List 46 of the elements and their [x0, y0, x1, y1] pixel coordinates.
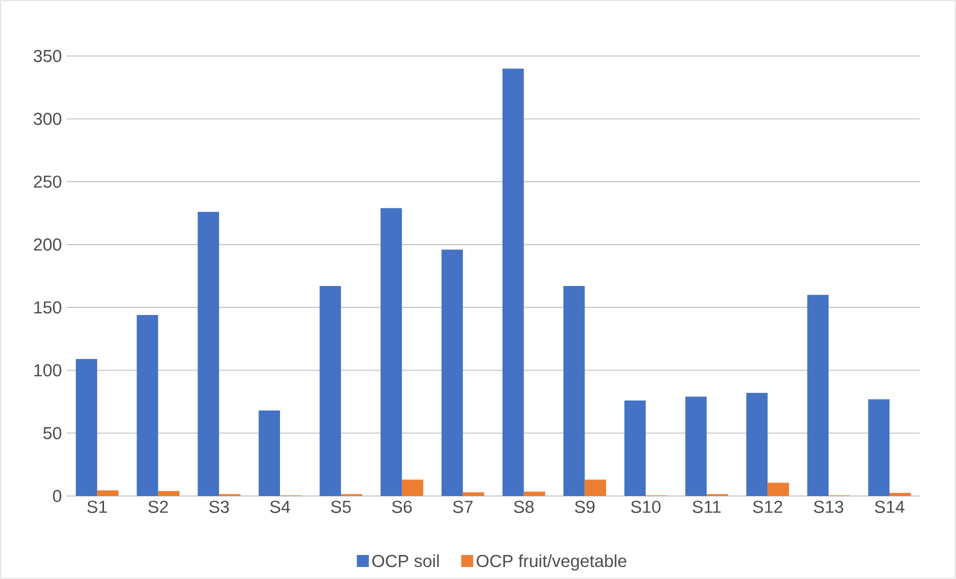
- bar: [890, 493, 911, 496]
- x-tick-label: S10: [631, 500, 660, 514]
- bar: [402, 480, 424, 496]
- bar: [624, 400, 646, 496]
- x-tick-label: S11: [692, 500, 721, 514]
- y-tick-label: 150: [34, 301, 62, 314]
- bar: [563, 286, 585, 496]
- bar: [158, 491, 180, 496]
- x-tick-label: S14: [874, 500, 904, 514]
- bar: [524, 492, 546, 496]
- bar: [685, 396, 707, 496]
- bar: [807, 295, 829, 496]
- bar: [868, 399, 890, 496]
- bar: [462, 492, 484, 496]
- y-tick-label: 250: [34, 176, 62, 188]
- bar: [320, 286, 341, 496]
- bar: [136, 315, 158, 496]
- x-tick-label: S6: [392, 500, 412, 514]
- x-tick-label: S8: [514, 500, 534, 514]
- bar: [746, 393, 768, 496]
- x-tick-label: S5: [331, 500, 351, 514]
- bar: [584, 480, 606, 496]
- legend-label: OCP fruit/vegetable: [476, 554, 626, 571]
- x-tick-label: S12: [752, 500, 782, 514]
- x-tick-label: S9: [574, 500, 595, 514]
- y-tick-label: 100: [34, 364, 62, 377]
- y-tick-label: 200: [34, 238, 62, 251]
- bar: [76, 359, 98, 496]
- bar: [768, 482, 789, 496]
- x-tick-label: S4: [270, 500, 290, 514]
- y-tick-label: 350: [34, 50, 62, 62]
- x-tick-label: S7: [453, 500, 473, 514]
- bar: [380, 208, 402, 496]
- legend-label: OCP soil: [372, 554, 439, 568]
- y-tick-label: 0: [52, 490, 62, 502]
- bar: [97, 490, 118, 496]
- x-tick-label: S13: [814, 500, 844, 514]
- y-tick-label: 300: [34, 112, 62, 126]
- y-tick-label: 50: [43, 427, 62, 440]
- bar: [258, 410, 280, 496]
- bar: [198, 212, 220, 496]
- bar: [442, 250, 463, 496]
- x-tick-label: S3: [209, 500, 229, 514]
- bar: [502, 68, 524, 496]
- x-tick-label: S1: [87, 500, 107, 514]
- x-tick-label: S2: [148, 500, 168, 514]
